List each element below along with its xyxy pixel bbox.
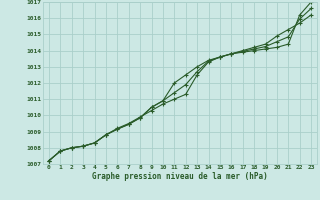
- X-axis label: Graphe pression niveau de la mer (hPa): Graphe pression niveau de la mer (hPa): [92, 172, 268, 181]
